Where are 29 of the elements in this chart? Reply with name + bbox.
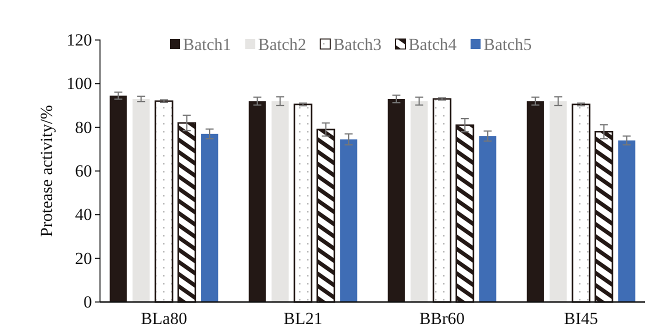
y-tick-label: 120	[66, 30, 92, 50]
bar	[410, 101, 428, 302]
x-tick-label: BL21	[284, 309, 322, 328]
legend-label: Batch2	[258, 35, 306, 54]
y-tick-label: 20	[75, 248, 92, 268]
y-tick-label: 100	[66, 74, 92, 94]
x-tick-label: BLa80	[140, 309, 188, 328]
y-axis-title: Protease activity/%	[37, 105, 56, 237]
y-tick-label: 60	[75, 161, 92, 180]
x-tick-label: BBr60	[419, 309, 465, 328]
bar	[618, 140, 636, 302]
y-tick-label: 80	[75, 118, 92, 137]
legend-label: Batch4	[408, 35, 458, 54]
y-tick-label: 0	[84, 292, 92, 312]
x-tick-label: BI45	[564, 309, 598, 328]
legend-label: Batch1	[183, 35, 232, 54]
bar	[550, 101, 567, 302]
y-tick-label: 40	[75, 205, 92, 224]
bar	[132, 98, 150, 302]
bar	[201, 134, 218, 302]
bar	[388, 98, 405, 302]
bar	[340, 139, 358, 302]
legend-label: Batch3	[333, 35, 382, 54]
bar	[248, 101, 266, 302]
bar	[272, 101, 289, 302]
bar	[479, 136, 496, 302]
bar	[526, 101, 544, 302]
legend-label: Batch5	[484, 35, 532, 54]
bar	[110, 96, 127, 302]
